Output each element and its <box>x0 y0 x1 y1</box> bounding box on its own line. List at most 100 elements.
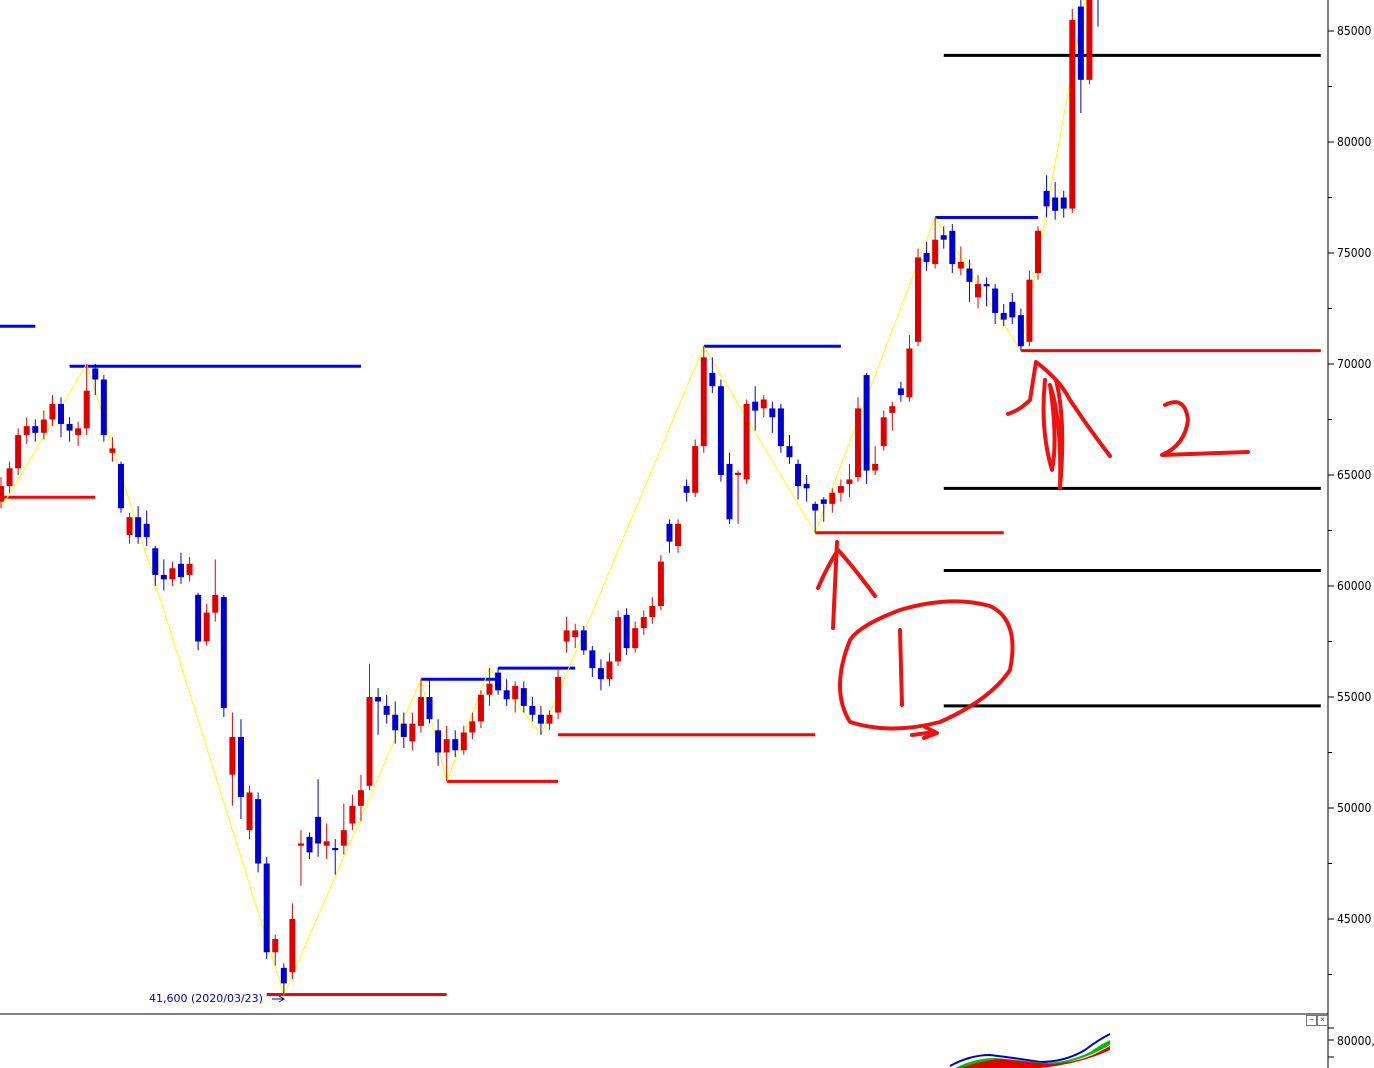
zigzag-line <box>0 0 1086 996</box>
candle-body <box>632 628 639 649</box>
candle-body <box>897 388 904 396</box>
candle-body <box>109 448 116 453</box>
candle-body <box>726 463 733 520</box>
candle-body <box>829 492 836 504</box>
candle <box>632 621 639 653</box>
candle <box>443 725 450 782</box>
candle <box>375 688 382 735</box>
candle <box>135 506 142 544</box>
candle-body <box>966 268 973 282</box>
candle <box>897 381 904 402</box>
candle <box>289 903 296 979</box>
candle-body <box>769 408 776 418</box>
candle <box>640 610 647 635</box>
candle <box>117 461 124 513</box>
candle-body <box>623 614 630 649</box>
candle-body <box>529 705 536 715</box>
candle <box>495 668 502 695</box>
candle-body <box>160 574 167 580</box>
candle-body <box>460 732 467 751</box>
candle <box>743 399 750 484</box>
candle-body <box>306 836 313 853</box>
candle <box>400 712 407 749</box>
candle <box>323 823 330 860</box>
candle-body <box>597 668 604 680</box>
candle-body <box>666 523 673 542</box>
candle <box>889 401 896 431</box>
axis-tick-label: 55000 <box>1337 690 1371 704</box>
candle-body <box>537 714 544 724</box>
candle <box>15 428 22 475</box>
candle-body <box>169 568 176 580</box>
candle-body <box>863 375 870 471</box>
axis-tick-label: 65000 <box>1337 468 1371 482</box>
candle <box>623 608 630 655</box>
candle <box>83 364 90 436</box>
candle <box>332 839 339 875</box>
candle <box>675 519 682 553</box>
candle-body <box>237 736 244 797</box>
candle <box>606 652 613 686</box>
candle-body <box>255 799 262 864</box>
candle-body <box>452 739 459 751</box>
candle <box>692 439 699 498</box>
candle-body <box>92 368 99 380</box>
candle-body <box>606 661 613 680</box>
candle-body <box>812 503 819 511</box>
candle <box>837 479 844 502</box>
candle <box>546 710 553 731</box>
candle-body <box>692 446 699 493</box>
candle <box>786 435 793 464</box>
candle-body <box>1035 230 1042 273</box>
candle <box>409 712 416 751</box>
candle <box>220 594 227 717</box>
candle <box>272 934 279 966</box>
candle <box>203 603 210 646</box>
candle-body <box>700 357 707 447</box>
candle <box>195 592 202 651</box>
candle <box>752 386 759 431</box>
candle <box>280 963 287 995</box>
candle-body <box>760 399 767 409</box>
candle-body <box>992 288 999 313</box>
minimize-panel-button[interactable]: − <box>1306 1015 1317 1026</box>
close-panel-button[interactable]: × <box>1317 1015 1328 1026</box>
candle <box>615 610 622 666</box>
candle <box>109 437 116 462</box>
candle-body <box>640 617 647 629</box>
candle <box>255 792 262 873</box>
candle <box>966 259 973 302</box>
low-annotation: 41,600 (2020/03/23) <box>149 992 263 1005</box>
candle <box>932 217 939 269</box>
candle-body <box>117 463 124 509</box>
candle-body <box>15 435 22 469</box>
candle-body <box>357 790 364 806</box>
candle-body <box>272 938 279 953</box>
candle-body <box>280 967 287 984</box>
candle-body <box>246 792 253 831</box>
candle <box>460 725 467 755</box>
candle <box>1009 292 1016 325</box>
candle-body <box>649 605 656 618</box>
candle <box>597 659 604 691</box>
candle <box>6 461 13 493</box>
candle <box>949 224 956 273</box>
candle-body <box>392 714 399 731</box>
candle <box>803 475 810 502</box>
candle-body <box>975 284 982 298</box>
candle-body <box>1086 0 1093 80</box>
candle-body <box>752 401 759 411</box>
candle-body <box>855 408 862 478</box>
candle-body <box>803 483 810 489</box>
candle-body <box>1017 315 1024 347</box>
candle-body <box>683 486 690 493</box>
candle <box>717 379 724 482</box>
candle-body <box>615 617 622 662</box>
candle <box>66 417 73 442</box>
low-arrow-icon <box>272 995 285 1003</box>
candle-body <box>949 230 956 265</box>
candle <box>1069 8 1076 214</box>
candle <box>92 364 99 396</box>
candle-body <box>589 650 596 669</box>
